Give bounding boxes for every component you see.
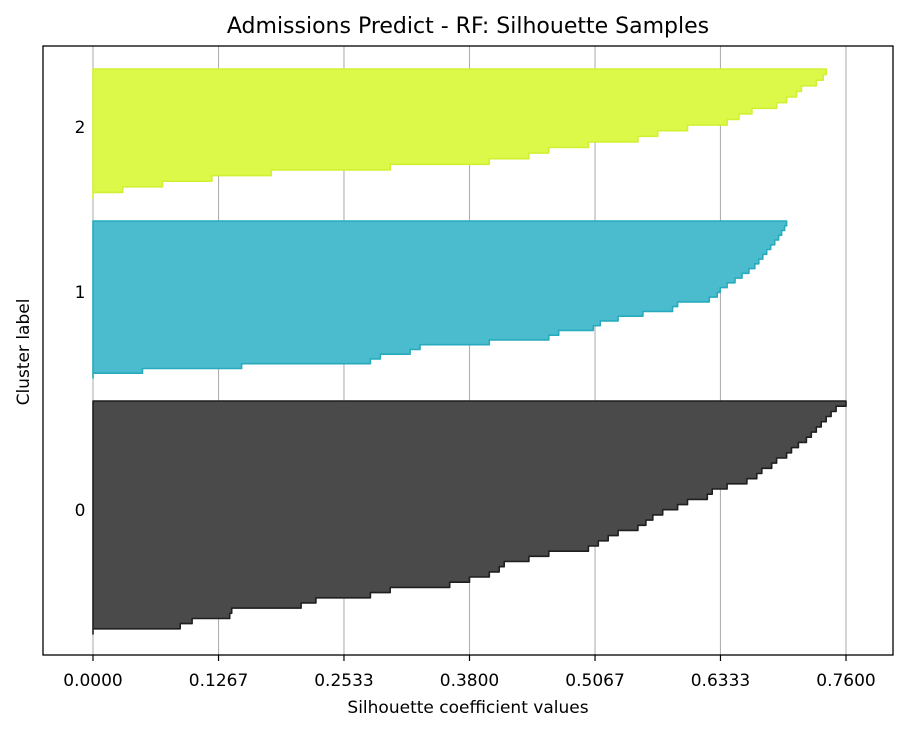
y-axis-label: Cluster label [14, 299, 34, 406]
y-tick-label-0: 0 [75, 501, 86, 521]
y-tick-label-2: 2 [75, 118, 86, 138]
x-axis-label: Silhouette coefficient values [347, 698, 588, 718]
x-axis-ticks: 0.0000 0.1267 0.2533 0.3800 0.5067 0.6333 0.76… [63, 655, 876, 691]
x-tick-label-0: 0.0000 [63, 671, 122, 691]
x-tick-label-2: 0.2533 [314, 671, 373, 691]
x-tick-label-3: 0.3800 [440, 671, 499, 691]
silhouette-area-cluster-0 [92, 400, 847, 635]
silhouette-areas [92, 68, 847, 635]
chart-title: Admissions Predict - RF: Silhouette Samp… [227, 14, 709, 39]
x-tick-label-4: 0.5067 [565, 671, 624, 691]
x-tick-label-5: 0.6333 [691, 671, 750, 691]
silhouette-area-cluster-2 [92, 68, 827, 199]
x-tick-label-6: 0.7600 [816, 671, 875, 691]
plot-frame [42, 45, 894, 656]
y-axis-ticks: 0 1 2 [75, 118, 86, 521]
silhouette-area-cluster-1 [92, 220, 788, 379]
x-tick-label-1: 0.1267 [189, 671, 248, 691]
y-tick-label-1: 1 [75, 283, 86, 303]
